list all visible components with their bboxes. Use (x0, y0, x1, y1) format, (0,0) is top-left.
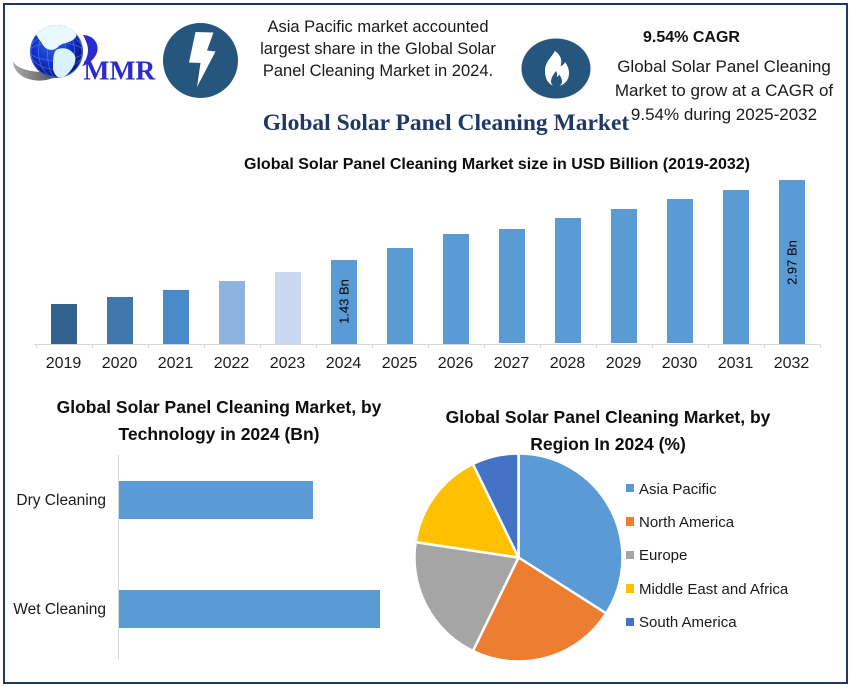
svg-text:MMR: MMR (84, 55, 157, 86)
